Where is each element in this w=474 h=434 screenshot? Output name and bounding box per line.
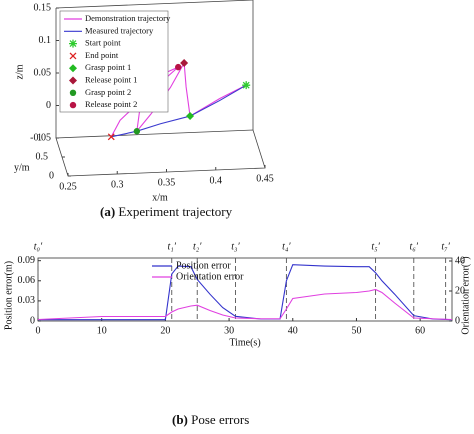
legend-label: End point — [85, 50, 119, 60]
legend-swatch — [69, 89, 77, 97]
key-point — [180, 58, 189, 67]
legend-swatch — [69, 64, 77, 73]
x-tick-label: 50 — [351, 325, 361, 336]
caption-a: (a) Experiment trajectory — [100, 204, 233, 219]
caption-label: (b) — [172, 412, 188, 427]
event-label: t₃′ — [231, 241, 240, 252]
legend-label: Demonstration trajectory — [85, 13, 171, 23]
caption-label: (a) — [100, 204, 115, 219]
legend-label: Start point — [85, 38, 121, 48]
event-label: t₄′ — [282, 241, 291, 252]
y-tick-label: 0.09 — [18, 255, 36, 266]
y-axis-label: Position error(m) — [3, 261, 14, 330]
y2-axis-label: Orientation error(°) — [460, 256, 471, 334]
key-point — [107, 133, 115, 141]
z-tick-label: 0 — [46, 100, 51, 111]
key-point — [175, 63, 182, 71]
series-line — [38, 264, 453, 321]
x-tick-label: 20 — [160, 325, 170, 336]
x-tick-label: 10 — [97, 325, 107, 336]
key-point — [186, 112, 195, 121]
axis-floor — [55, 129, 266, 177]
legend-label: Grasp point 2 — [85, 87, 131, 97]
event-label: t₇′ — [441, 241, 450, 252]
x-tick-label: 0.3 — [111, 179, 124, 190]
event-label: t₁′ — [168, 241, 177, 252]
event-label: t₀′ — [34, 241, 43, 252]
legend-swatch — [69, 39, 77, 48]
x-tick-label: 0 — [36, 325, 41, 336]
z-tick-label: 0.1 — [39, 35, 52, 46]
caption-text: Experiment trajectory — [118, 204, 232, 219]
x-tick-label: 0.4 — [210, 175, 223, 186]
y-tick-label: 0.03 — [18, 295, 36, 306]
key-point — [133, 128, 141, 135]
caption-text: Pose errors — [191, 412, 249, 427]
axis-box — [55, 0, 254, 9]
y-tick-label: 0 — [30, 315, 35, 326]
caption-b: (b) Pose errors — [172, 412, 249, 427]
x-axis-label: Time(s) — [229, 337, 260, 348]
legend-box — [59, 10, 169, 113]
x-tick-label: 0.35 — [158, 177, 176, 188]
z-tick-label: 0.15 — [34, 2, 52, 13]
y2-tick-label: 20 — [455, 285, 465, 296]
y-tick-label: 0 — [49, 170, 54, 181]
x-tick-label: 30 — [224, 325, 234, 336]
z-tick-label: -0.05 — [30, 132, 51, 143]
x-axis-label: x/m — [152, 192, 168, 203]
z-axis-label: z/m — [14, 64, 25, 79]
x-tick-label: 60 — [415, 325, 425, 336]
y-tick-label: 0.5 — [36, 151, 49, 162]
event-label: t₅′ — [371, 241, 380, 252]
legend-swatch — [69, 52, 77, 60]
y-tick-label: 1 — [37, 132, 42, 143]
event-label: t₆′ — [410, 241, 419, 252]
legend-label: Measured trajectory — [85, 25, 154, 35]
trajectory — [111, 84, 247, 138]
y-axis-label: y/m — [14, 162, 30, 173]
legend-swatch — [69, 101, 77, 109]
y2-tick-label: 0 — [455, 315, 460, 326]
legend-label: Position error — [176, 260, 231, 271]
legend-swatch — [69, 76, 77, 85]
legend-label: Grasp point 1 — [85, 62, 131, 72]
plot-frame — [37, 257, 453, 322]
y2-tick-label: 40 — [455, 255, 465, 266]
x-tick-label: 40 — [288, 325, 298, 336]
legend-label: Release point 2 — [85, 99, 137, 109]
legend-label: Orientation error — [176, 271, 244, 282]
x-tick-label: 0.25 — [59, 181, 77, 192]
legend-label: Release point 1 — [85, 74, 137, 84]
key-point — [242, 81, 251, 90]
z-tick-label: 0.05 — [34, 67, 52, 78]
y-tick-label: 0.06 — [18, 275, 36, 286]
x-tick-label: 0.45 — [256, 173, 274, 184]
series-line — [37, 288, 453, 321]
event-label: t₂′ — [193, 241, 202, 252]
